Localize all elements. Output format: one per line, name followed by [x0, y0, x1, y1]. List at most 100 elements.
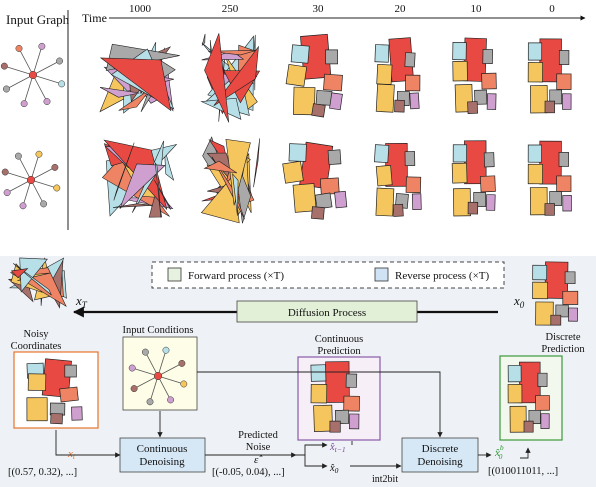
legend-forward: Forward process (×T)	[188, 270, 284, 282]
int2bit-label: int2bit	[372, 474, 398, 485]
layout-room	[334, 409, 350, 425]
layout-room	[392, 203, 404, 217]
layout-room	[59, 386, 79, 403]
noisy-room-shape	[203, 160, 238, 174]
graph-edge	[18, 155, 32, 181]
layout-room	[374, 44, 390, 63]
reverse-swatch	[374, 267, 389, 282]
time-label: Time	[82, 11, 107, 25]
layout-room	[293, 86, 316, 116]
layout-thumbnail	[101, 139, 178, 218]
layout-room	[311, 206, 325, 220]
graph-node	[178, 359, 186, 367]
layout-room	[507, 365, 522, 383]
graph-edge	[32, 60, 60, 76]
layout-room	[452, 42, 467, 61]
layout-room	[550, 314, 562, 326]
layout-room	[282, 160, 304, 184]
graph-edge	[30, 179, 44, 205]
noisy-coordinates-image	[26, 358, 83, 425]
xt-minus-1-symbol: x̂t−1	[329, 442, 346, 454]
graph-node	[3, 189, 11, 197]
xT-label: xT	[75, 293, 88, 310]
layout-room	[528, 409, 541, 424]
noisy-room-shape	[164, 148, 175, 181]
layout-room	[310, 383, 328, 404]
layout-room	[485, 194, 496, 211]
graph-edge	[30, 154, 40, 181]
layout-room	[451, 162, 468, 184]
continuous-denoising-block	[119, 437, 206, 473]
x0b-symbol: x̂b 0	[494, 443, 504, 461]
noisy-room-shape	[232, 172, 239, 216]
noisy-room-shape	[201, 33, 206, 47]
graph-node	[38, 42, 46, 50]
discrete-denoising-block	[401, 437, 479, 473]
input-graph-2	[1, 150, 61, 210]
graph-edge	[32, 46, 43, 76]
continuous-pred-label-1: Continuous	[315, 334, 363, 345]
layout-room	[562, 195, 572, 212]
xt-symbol: xt	[67, 448, 76, 461]
legend-reverse: Reverse process (×T)	[395, 270, 490, 282]
layout-room	[474, 89, 488, 105]
graph-node	[1, 168, 9, 176]
time-step-0: 0	[549, 3, 555, 15]
layout-room	[507, 384, 523, 404]
layout-room	[558, 50, 570, 65]
graph-edge	[22, 179, 32, 206]
graph-edge	[132, 367, 159, 377]
layout-room	[564, 271, 576, 285]
graph-edge	[32, 74, 48, 102]
predicted-noise-label-1: Predicted	[238, 430, 278, 441]
layout-room	[311, 103, 326, 118]
noisy-room-shape	[113, 142, 135, 201]
layout-thumbnail	[527, 38, 572, 114]
xt-values: [(0.57, 0.32), ...]	[8, 467, 77, 478]
layout-room	[375, 164, 393, 187]
layout-thumbnail	[527, 140, 572, 216]
layout-room	[452, 144, 467, 163]
layout-room	[486, 93, 497, 110]
layout-room	[549, 191, 563, 206]
discrete-pred-label-1: Discrete	[546, 332, 581, 343]
graph-edge	[4, 65, 34, 76]
input-graph-label: Input Graph	[6, 12, 70, 27]
graph-node	[128, 364, 136, 372]
graph-node	[20, 100, 28, 108]
graph-node	[0, 62, 8, 70]
layout-thumbnail	[99, 42, 180, 114]
layout-room	[549, 89, 563, 105]
eps-values: [(-0.05, 0.04), ...]	[212, 467, 285, 478]
layout-room	[71, 406, 83, 421]
time-ticks: 1000 250 30 20 10 0	[129, 3, 555, 15]
input-conditions-label: Input Conditions	[123, 325, 194, 336]
noisy-room-shape	[10, 268, 29, 279]
layout-room	[349, 413, 360, 430]
continuous-denoising-line2: Denoising	[139, 456, 185, 468]
graph-node	[53, 184, 61, 192]
layout-room	[375, 83, 395, 113]
x0-label: x0	[513, 293, 525, 310]
graph-node	[14, 152, 22, 160]
graph-edge	[6, 179, 32, 193]
layout-room	[405, 176, 422, 194]
noisy-room-shape	[204, 33, 230, 123]
graph-edge	[23, 74, 34, 104]
layout-room	[50, 413, 63, 425]
arrow-noisy-to-denoise	[55, 430, 121, 458]
layout-thumbnails	[99, 33, 572, 224]
diffusion-process-label: Diffusion Process	[288, 307, 366, 319]
layout-room	[544, 100, 555, 114]
input-graph-1	[0, 42, 66, 108]
noisy-room-shape	[253, 138, 260, 188]
x0hat-symbol: x̂0	[329, 463, 339, 475]
layout-room	[556, 175, 572, 192]
layout-room	[315, 90, 333, 106]
layout-room	[343, 395, 360, 412]
layout-room	[310, 364, 327, 382]
layout-room	[530, 85, 548, 114]
graph-edge	[6, 74, 34, 90]
arrow-to-x0hat	[304, 455, 328, 469]
graph-node	[35, 150, 43, 158]
